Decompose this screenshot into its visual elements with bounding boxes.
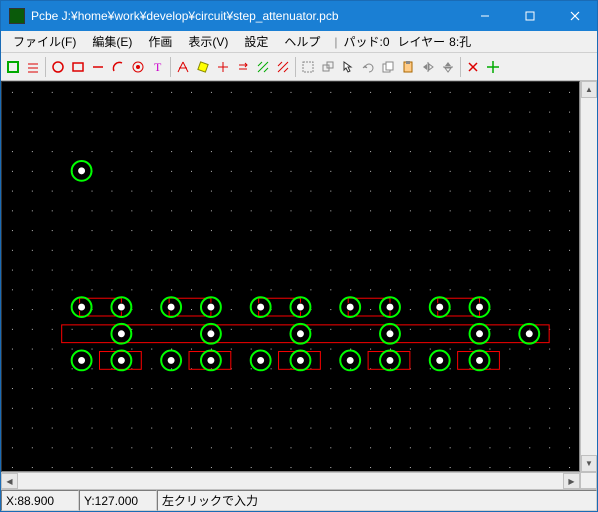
workspace: ▲ ▼ xyxy=(1,81,597,472)
tool-cross[interactable] xyxy=(483,56,503,78)
hscroll-row: ◀ ▶ xyxy=(1,472,597,489)
window-title: Pcbe J:¥home¥work¥develop¥circuit¥step_a… xyxy=(31,9,462,23)
tool-hatch-green[interactable] xyxy=(253,56,273,78)
tool-offset[interactable] xyxy=(233,56,253,78)
menu-file[interactable]: ファイル(F) xyxy=(5,31,84,52)
tool-green-rect[interactable] xyxy=(3,56,23,78)
tool-rotate[interactable] xyxy=(358,56,378,78)
tool-select[interactable] xyxy=(298,56,318,78)
resize-gripper[interactable] xyxy=(580,472,597,489)
scroll-left-button[interactable]: ◀ xyxy=(1,473,18,489)
statusbar-msg: 左クリックで入力 xyxy=(157,490,597,511)
tool-circle[interactable] xyxy=(48,56,68,78)
horizontal-scrollbar[interactable]: ◀ ▶ xyxy=(1,472,580,489)
layer-value: 8:孔 xyxy=(449,33,471,50)
pad-value: 0 xyxy=(383,35,390,49)
tool-paste[interactable] xyxy=(398,56,418,78)
tool-target[interactable] xyxy=(128,56,148,78)
tool-eraser[interactable] xyxy=(193,56,213,78)
scroll-up-button[interactable]: ▲ xyxy=(581,81,597,98)
vscroll-track[interactable] xyxy=(581,98,597,455)
tool-fliph[interactable] xyxy=(418,56,438,78)
tool-move[interactable] xyxy=(318,56,338,78)
scroll-right-button[interactable]: ▶ xyxy=(563,473,580,489)
maximize-button[interactable] xyxy=(507,1,552,31)
statusbar: X:88.900 Y:127.000 左クリックで入力 xyxy=(1,489,597,511)
tool-text[interactable]: T xyxy=(148,56,168,78)
tool-red-lines[interactable] xyxy=(23,56,43,78)
statusbar-y: Y:127.000 xyxy=(79,490,157,511)
menubar: ファイル(F) 編集(E) 作画 表示(V) 設定 ヘルプ | パッド: 0 レ… xyxy=(1,31,597,53)
tool-pick[interactable] xyxy=(338,56,358,78)
minimize-button[interactable] xyxy=(462,1,507,31)
tool-del[interactable] xyxy=(463,56,483,78)
app-window: Pcbe J:¥home¥work¥develop¥circuit¥step_a… xyxy=(0,0,598,512)
titlebar[interactable]: Pcbe J:¥home¥work¥develop¥circuit¥step_a… xyxy=(1,1,597,31)
toolbar: T xyxy=(1,53,597,81)
pad-label: パッド: xyxy=(344,33,383,50)
statusbar-x: X:88.900 xyxy=(1,490,79,511)
tool-flipv[interactable] xyxy=(438,56,458,78)
pcb-canvas[interactable] xyxy=(2,82,579,471)
tool-copy[interactable] xyxy=(378,56,398,78)
scroll-down-button[interactable]: ▼ xyxy=(581,455,597,472)
tool-snap[interactable] xyxy=(173,56,193,78)
layer-label: レイヤー xyxy=(398,33,446,50)
app-icon xyxy=(9,8,25,24)
window-buttons xyxy=(462,1,597,31)
menu-sep: | xyxy=(328,35,343,49)
menu-draw[interactable]: 作画 xyxy=(140,31,180,52)
hscroll-track[interactable] xyxy=(18,473,563,489)
menu-edit[interactable]: 編集(E) xyxy=(84,31,140,52)
menu-help[interactable]: ヘルプ xyxy=(276,31,328,52)
tool-hatch-red[interactable] xyxy=(273,56,293,78)
menu-settings[interactable]: 設定 xyxy=(236,31,276,52)
canvas-wrap xyxy=(1,81,580,472)
close-button[interactable] xyxy=(552,1,597,31)
svg-text:T: T xyxy=(154,60,162,74)
tool-line[interactable] xyxy=(88,56,108,78)
menu-view[interactable]: 表示(V) xyxy=(180,31,236,52)
tool-arc[interactable] xyxy=(108,56,128,78)
tool-cut[interactable] xyxy=(213,56,233,78)
tool-rect[interactable] xyxy=(68,56,88,78)
vertical-scrollbar[interactable]: ▲ ▼ xyxy=(580,81,597,472)
